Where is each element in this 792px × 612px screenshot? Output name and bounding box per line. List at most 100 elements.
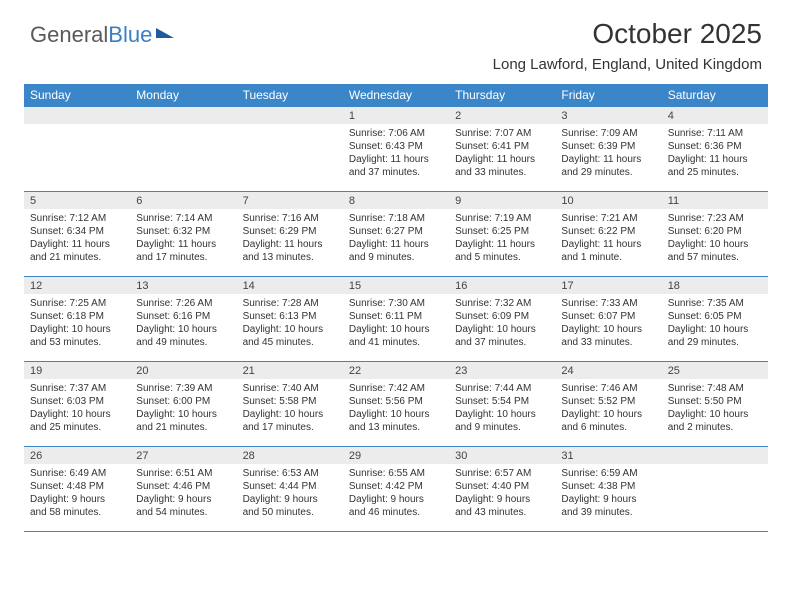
logo-text-general: General xyxy=(30,22,108,48)
cell-body: Sunrise: 7:19 AMSunset: 6:25 PMDaylight:… xyxy=(449,209,555,268)
calendar-cell: 24Sunrise: 7:46 AMSunset: 5:52 PMDayligh… xyxy=(555,362,661,446)
sunset-text: Sunset: 6:43 PM xyxy=(349,140,443,153)
sunset-text: Sunset: 4:38 PM xyxy=(561,480,655,493)
date-number: 7 xyxy=(237,192,343,209)
daylight-text: Daylight: 10 hours and 53 minutes. xyxy=(30,323,124,349)
calendar-cell xyxy=(24,107,130,191)
sunset-text: Sunset: 6:18 PM xyxy=(30,310,124,323)
sunrise-text: Sunrise: 7:21 AM xyxy=(561,212,655,225)
sunset-text: Sunset: 4:48 PM xyxy=(30,480,124,493)
cell-body: Sunrise: 7:48 AMSunset: 5:50 PMDaylight:… xyxy=(662,379,768,438)
calendar-cell: 30Sunrise: 6:57 AMSunset: 4:40 PMDayligh… xyxy=(449,447,555,531)
date-number: 27 xyxy=(130,447,236,464)
daylight-text: Daylight: 11 hours and 37 minutes. xyxy=(349,153,443,179)
date-number: 8 xyxy=(343,192,449,209)
calendar-cell: 28Sunrise: 6:53 AMSunset: 4:44 PMDayligh… xyxy=(237,447,343,531)
cell-body: Sunrise: 6:55 AMSunset: 4:42 PMDaylight:… xyxy=(343,464,449,523)
cell-body: Sunrise: 7:33 AMSunset: 6:07 PMDaylight:… xyxy=(555,294,661,353)
daylight-text: Daylight: 10 hours and 29 minutes. xyxy=(668,323,762,349)
cell-body: Sunrise: 7:40 AMSunset: 5:58 PMDaylight:… xyxy=(237,379,343,438)
calendar-cell: 14Sunrise: 7:28 AMSunset: 6:13 PMDayligh… xyxy=(237,277,343,361)
sunset-text: Sunset: 6:27 PM xyxy=(349,225,443,238)
week-row: 5Sunrise: 7:12 AMSunset: 6:34 PMDaylight… xyxy=(24,191,768,276)
calendar-cell: 20Sunrise: 7:39 AMSunset: 6:00 PMDayligh… xyxy=(130,362,236,446)
cell-body: Sunrise: 7:21 AMSunset: 6:22 PMDaylight:… xyxy=(555,209,661,268)
calendar-cell xyxy=(130,107,236,191)
date-number: 23 xyxy=(449,362,555,379)
cell-body: Sunrise: 7:28 AMSunset: 6:13 PMDaylight:… xyxy=(237,294,343,353)
date-number: 5 xyxy=(24,192,130,209)
daylight-text: Daylight: 9 hours and 43 minutes. xyxy=(455,493,549,519)
daylight-text: Daylight: 10 hours and 6 minutes. xyxy=(561,408,655,434)
date-number: 6 xyxy=(130,192,236,209)
daylight-text: Daylight: 11 hours and 33 minutes. xyxy=(455,153,549,179)
date-number xyxy=(662,447,768,464)
cell-body: Sunrise: 6:51 AMSunset: 4:46 PMDaylight:… xyxy=(130,464,236,523)
cell-body: Sunrise: 7:12 AMSunset: 6:34 PMDaylight:… xyxy=(24,209,130,268)
sunrise-text: Sunrise: 7:14 AM xyxy=(136,212,230,225)
sunrise-text: Sunrise: 7:39 AM xyxy=(136,382,230,395)
sunrise-text: Sunrise: 7:35 AM xyxy=(668,297,762,310)
sunrise-text: Sunrise: 7:37 AM xyxy=(30,382,124,395)
logo-mark-icon xyxy=(156,28,174,38)
daylight-text: Daylight: 11 hours and 17 minutes. xyxy=(136,238,230,264)
cell-body: Sunrise: 7:46 AMSunset: 5:52 PMDaylight:… xyxy=(555,379,661,438)
cell-body: Sunrise: 7:11 AMSunset: 6:36 PMDaylight:… xyxy=(662,124,768,183)
day-header-row: Sunday Monday Tuesday Wednesday Thursday… xyxy=(24,84,768,106)
calendar-cell: 27Sunrise: 6:51 AMSunset: 4:46 PMDayligh… xyxy=(130,447,236,531)
sunset-text: Sunset: 6:05 PM xyxy=(668,310,762,323)
daylight-text: Daylight: 10 hours and 45 minutes. xyxy=(243,323,337,349)
date-number xyxy=(130,107,236,124)
date-number: 22 xyxy=(343,362,449,379)
sunset-text: Sunset: 6:29 PM xyxy=(243,225,337,238)
sunset-text: Sunset: 6:16 PM xyxy=(136,310,230,323)
month-title: October 2025 xyxy=(493,18,762,50)
calendar-cell: 4Sunrise: 7:11 AMSunset: 6:36 PMDaylight… xyxy=(662,107,768,191)
day-header-thursday: Thursday xyxy=(449,84,555,106)
cell-body xyxy=(662,464,768,471)
sunrise-text: Sunrise: 7:25 AM xyxy=(30,297,124,310)
sunset-text: Sunset: 5:54 PM xyxy=(455,395,549,408)
calendar-cell: 22Sunrise: 7:42 AMSunset: 5:56 PMDayligh… xyxy=(343,362,449,446)
date-number: 12 xyxy=(24,277,130,294)
daylight-text: Daylight: 10 hours and 9 minutes. xyxy=(455,408,549,434)
location: Long Lawford, England, United Kingdom xyxy=(493,56,762,73)
week-row: 26Sunrise: 6:49 AMSunset: 4:48 PMDayligh… xyxy=(24,446,768,532)
sunset-text: Sunset: 6:34 PM xyxy=(30,225,124,238)
daylight-text: Daylight: 10 hours and 2 minutes. xyxy=(668,408,762,434)
date-number: 14 xyxy=(237,277,343,294)
date-number: 31 xyxy=(555,447,661,464)
daylight-text: Daylight: 11 hours and 1 minute. xyxy=(561,238,655,264)
cell-body: Sunrise: 7:35 AMSunset: 6:05 PMDaylight:… xyxy=(662,294,768,353)
day-header-wednesday: Wednesday xyxy=(343,84,449,106)
cell-body: Sunrise: 6:57 AMSunset: 4:40 PMDaylight:… xyxy=(449,464,555,523)
date-number: 26 xyxy=(24,447,130,464)
sunset-text: Sunset: 6:25 PM xyxy=(455,225,549,238)
daylight-text: Daylight: 10 hours and 25 minutes. xyxy=(30,408,124,434)
date-number: 2 xyxy=(449,107,555,124)
cell-body: Sunrise: 7:14 AMSunset: 6:32 PMDaylight:… xyxy=(130,209,236,268)
week-row: 1Sunrise: 7:06 AMSunset: 6:43 PMDaylight… xyxy=(24,106,768,191)
calendar-cell xyxy=(237,107,343,191)
sunrise-text: Sunrise: 7:09 AM xyxy=(561,127,655,140)
calendar-cell: 31Sunrise: 6:59 AMSunset: 4:38 PMDayligh… xyxy=(555,447,661,531)
calendar-cell: 6Sunrise: 7:14 AMSunset: 6:32 PMDaylight… xyxy=(130,192,236,276)
cell-body: Sunrise: 6:59 AMSunset: 4:38 PMDaylight:… xyxy=(555,464,661,523)
sunset-text: Sunset: 5:56 PM xyxy=(349,395,443,408)
daylight-text: Daylight: 11 hours and 9 minutes. xyxy=(349,238,443,264)
sunrise-text: Sunrise: 7:06 AM xyxy=(349,127,443,140)
calendar-cell: 23Sunrise: 7:44 AMSunset: 5:54 PMDayligh… xyxy=(449,362,555,446)
daylight-text: Daylight: 11 hours and 29 minutes. xyxy=(561,153,655,179)
day-header-tuesday: Tuesday xyxy=(237,84,343,106)
sunrise-text: Sunrise: 7:19 AM xyxy=(455,212,549,225)
sunrise-text: Sunrise: 7:11 AM xyxy=(668,127,762,140)
date-number: 10 xyxy=(555,192,661,209)
cell-body: Sunrise: 7:07 AMSunset: 6:41 PMDaylight:… xyxy=(449,124,555,183)
sunrise-text: Sunrise: 6:55 AM xyxy=(349,467,443,480)
calendar-cell: 26Sunrise: 6:49 AMSunset: 4:48 PMDayligh… xyxy=(24,447,130,531)
daylight-text: Daylight: 11 hours and 5 minutes. xyxy=(455,238,549,264)
date-number: 25 xyxy=(662,362,768,379)
date-number xyxy=(24,107,130,124)
cell-body: Sunrise: 7:42 AMSunset: 5:56 PMDaylight:… xyxy=(343,379,449,438)
date-number: 29 xyxy=(343,447,449,464)
